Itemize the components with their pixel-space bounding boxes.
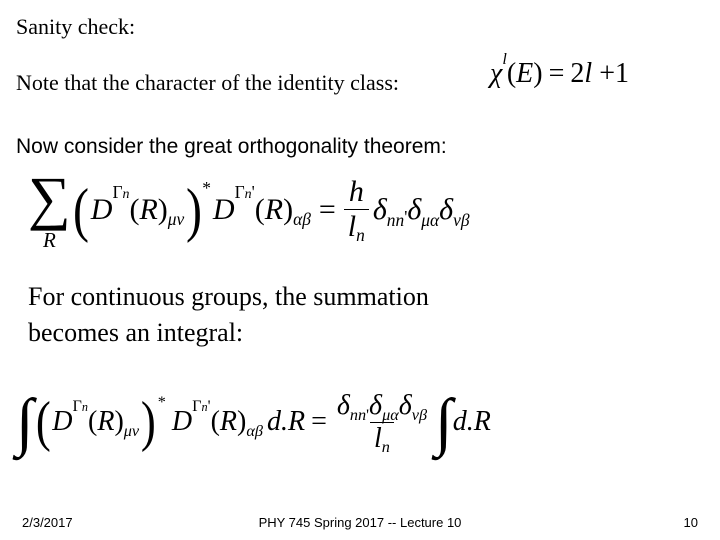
h-over-ln: h ln <box>344 177 369 242</box>
sub-munu-2: μν <box>124 422 139 441</box>
R-paren-3: (R) <box>88 406 124 438</box>
rep-1: Γn <box>112 182 129 203</box>
orthogonality-sum-formula: ∑ R ( D Γn (R) μν ) * D Γn' (R) αβ = h l… <box>28 168 469 251</box>
lparen-2: ( <box>36 394 51 450</box>
identity-character-formula: χ l ( E ) = 2l +1 <box>490 58 629 90</box>
D-1: D <box>91 193 113 227</box>
footer-page-number: 10 <box>684 515 698 530</box>
sub-ab: αβ <box>293 209 311 230</box>
sanity-check-heading: Sanity check: <box>16 14 135 40</box>
D-3: D <box>52 406 72 438</box>
star-2: * <box>158 393 166 412</box>
chi-arg: E <box>516 58 533 90</box>
chi-symbol: χ <box>490 58 502 90</box>
continuous-line-1: For continuous groups, the summation <box>28 282 429 312</box>
rep-4: Γn' <box>192 397 210 416</box>
rparen-1: ) <box>186 180 202 240</box>
slide: Sanity check: Note that the character of… <box>0 0 720 540</box>
footer-center: PHY 745 Spring 2017 -- Lecture 10 <box>0 515 720 530</box>
equals-1: = <box>311 193 344 227</box>
D-4: D <box>172 406 192 438</box>
equals-sign: = <box>543 58 571 90</box>
R-paren-1: (R) <box>129 193 167 227</box>
deltas-over-ln: δnn'δμαδνβ ln <box>333 392 431 453</box>
R-paren-2: (R) <box>255 193 293 227</box>
int-1: ∫ <box>16 390 34 454</box>
close-paren: ) <box>533 58 542 90</box>
dR-1: d.R <box>267 406 305 438</box>
int-2: ∫ <box>431 390 453 454</box>
rparen-2: ) <box>141 394 156 450</box>
lparen-1: ( <box>73 180 89 240</box>
delta-nb: δνβ <box>439 193 469 227</box>
rep-2: Γn' <box>235 182 255 203</box>
sum-symbol: ∑ R <box>28 168 71 251</box>
sub-munu: μν <box>168 209 184 230</box>
dR-2: d.R <box>453 406 491 438</box>
equals-2: = <box>305 406 333 438</box>
continuous-line-2: becomes an integral: <box>28 318 243 348</box>
identity-note-line: Note that the character of the identity … <box>16 70 399 96</box>
delta-nn: δnn <box>369 193 404 227</box>
rep-3: Γn <box>73 397 88 416</box>
orthogonality-int-formula: ∫ ( D Γn (R) μν ) * D Γn' (R) αβ d.R = δ… <box>16 390 491 454</box>
now-consider-line: Now consider the great orthogonality the… <box>16 135 447 159</box>
chi-rhs: 2l +1 <box>570 58 629 90</box>
chi-superscript: l <box>502 50 507 69</box>
R-paren-4: (R) <box>211 406 247 438</box>
delta-ma: δμα <box>407 193 439 227</box>
sub-ab-2: αβ <box>246 422 263 441</box>
star-1: * <box>202 178 211 199</box>
identity-note-text: Note that the character of the identity … <box>16 70 399 95</box>
open-paren: ( <box>507 58 516 90</box>
D-2: D <box>213 193 235 227</box>
